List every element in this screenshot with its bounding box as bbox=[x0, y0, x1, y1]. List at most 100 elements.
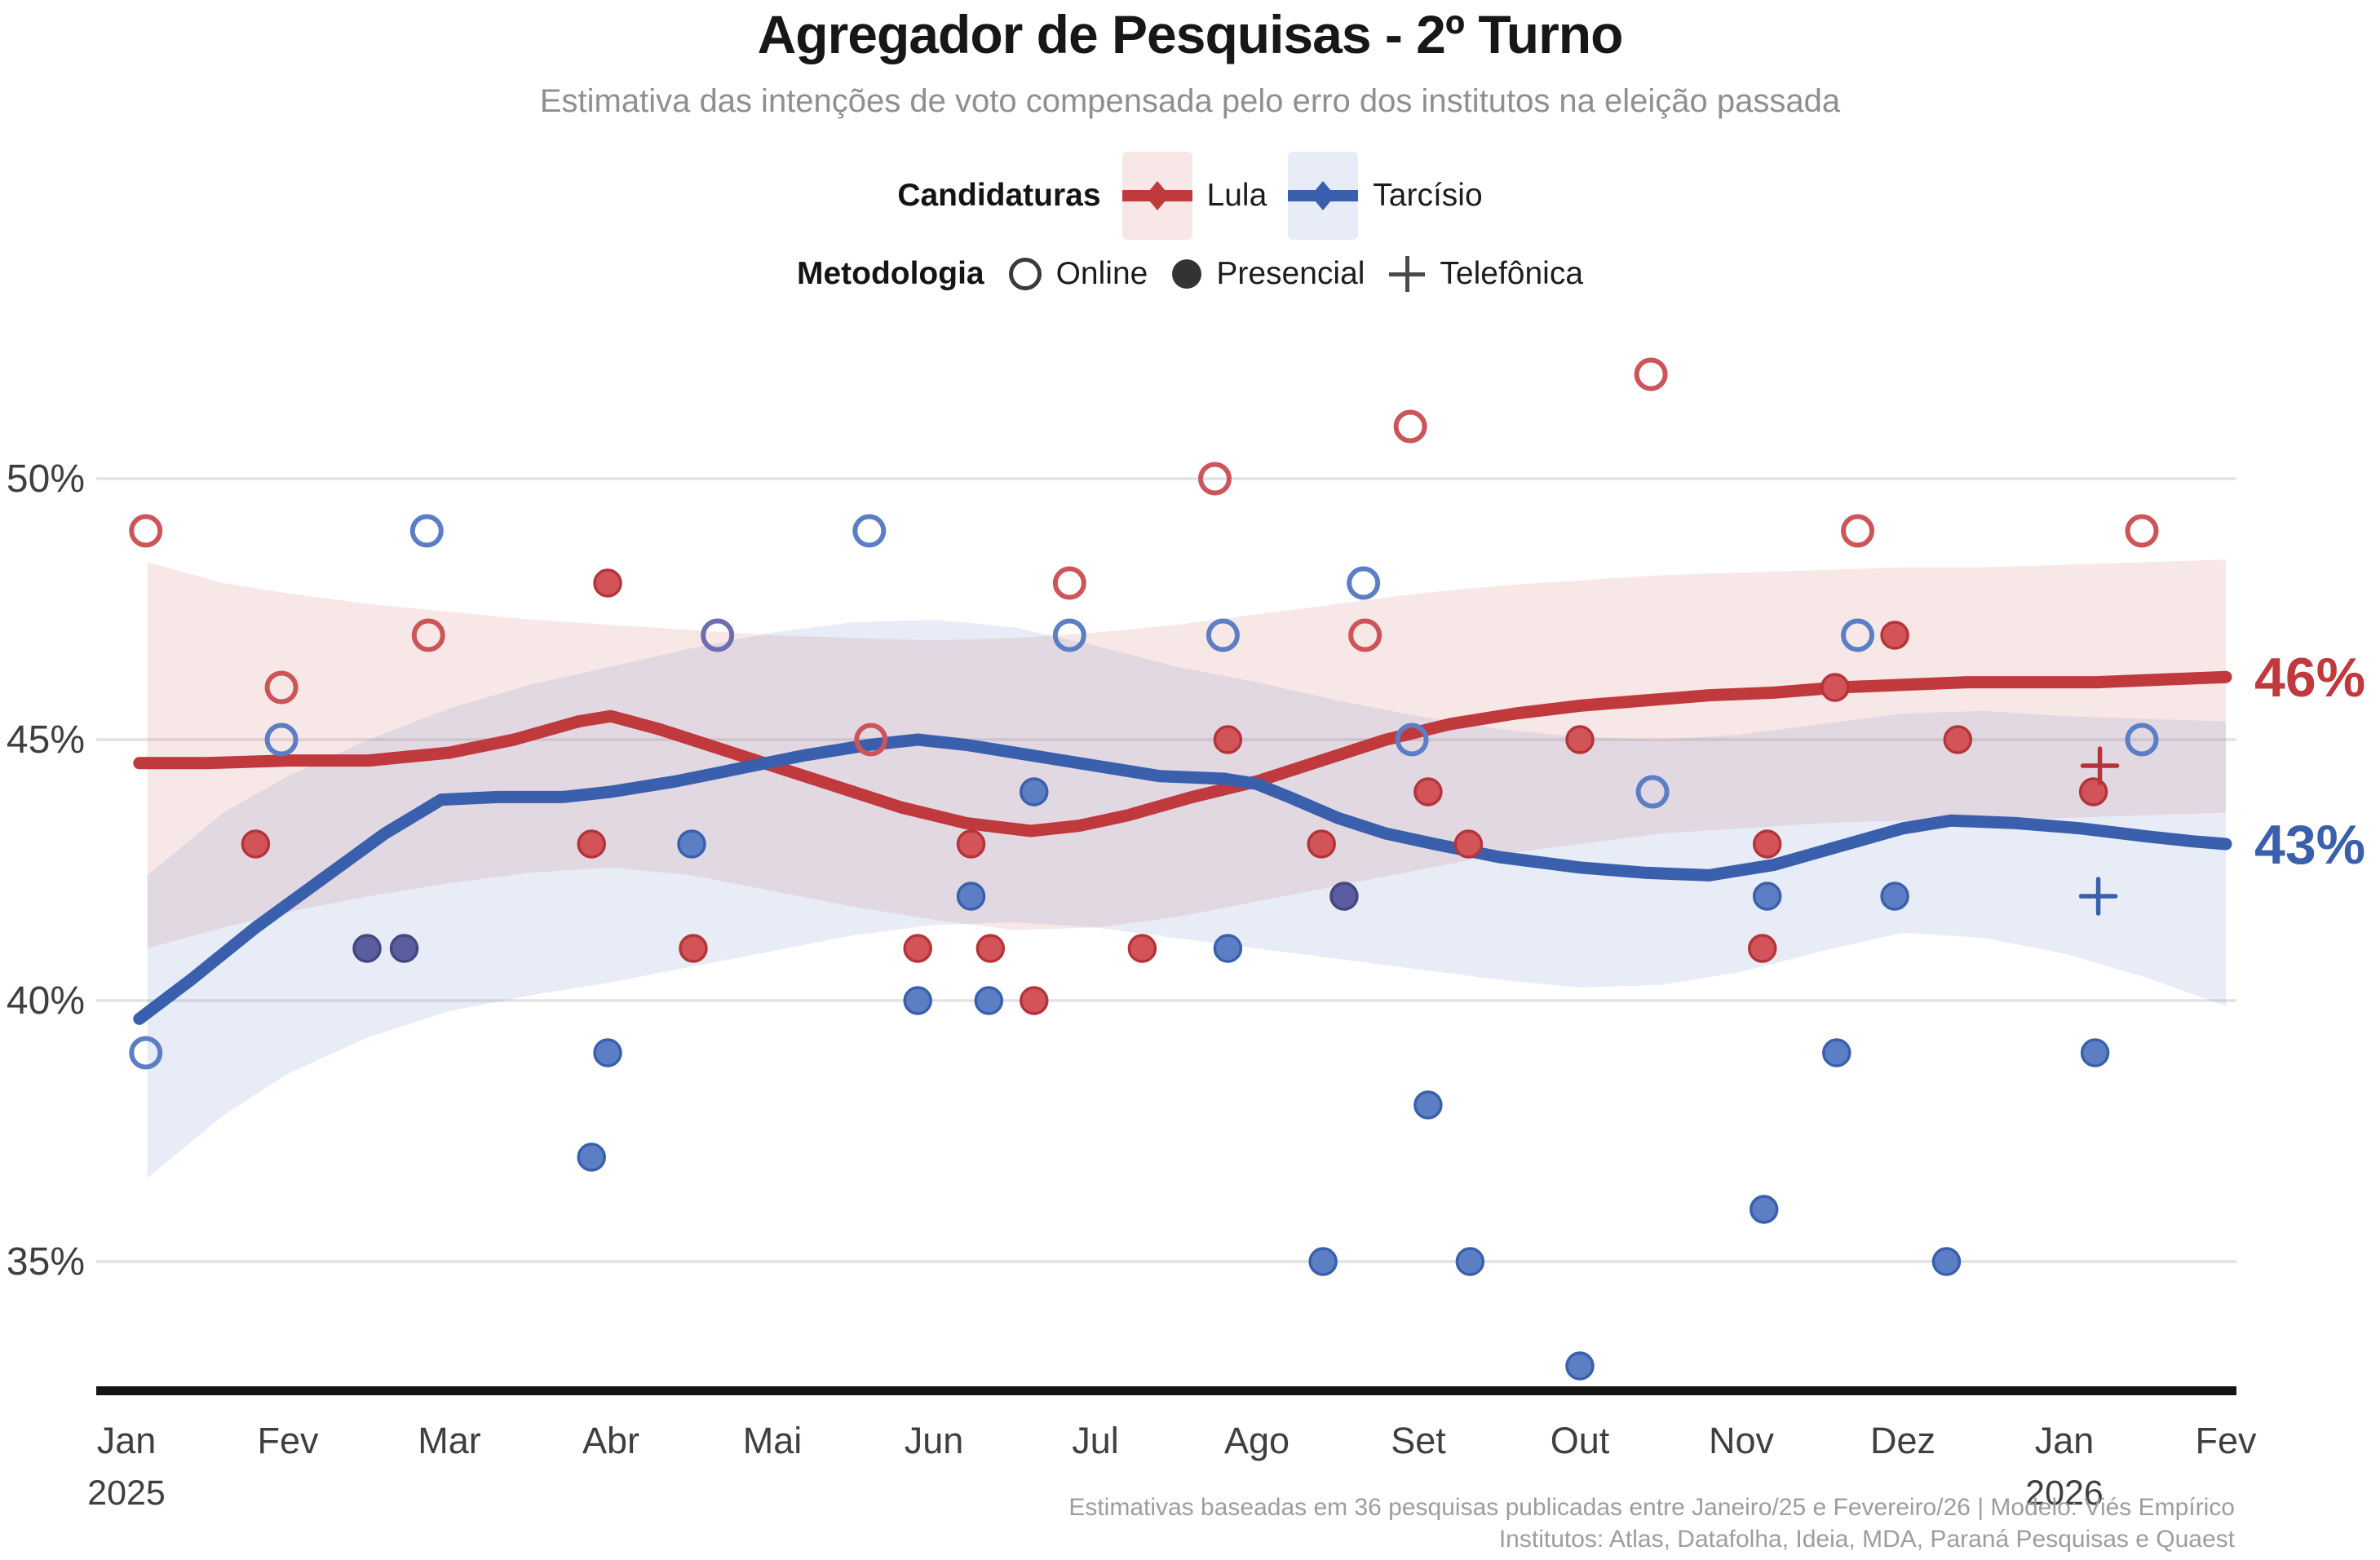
poll-marker-lula-online[interactable] bbox=[1052, 566, 1086, 600]
trend-line-tarcísio[interactable] bbox=[133, 733, 2232, 1025]
plus-icon bbox=[1389, 256, 1426, 292]
poll-marker-tarcísio-presencial[interactable] bbox=[2080, 1038, 2110, 1067]
poll-marker-lula-online[interactable] bbox=[1841, 514, 1875, 548]
poll-marker-lula-presencial[interactable] bbox=[1820, 673, 1850, 702]
poll-marker-tarcísio-presencial[interactable] bbox=[1752, 882, 1782, 911]
legend-item-presencial[interactable]: Presencial bbox=[1172, 256, 1365, 292]
page-title: Agregador de Pesquisas - 2º Turno bbox=[757, 4, 1624, 64]
poll-marker-tarcísio-presencial[interactable] bbox=[593, 1038, 622, 1067]
legend-presencial-label: Presencial bbox=[1216, 256, 1365, 291]
poll-marker-lula-online[interactable] bbox=[1348, 618, 1382, 652]
poll-marker-empate-online[interactable] bbox=[701, 618, 735, 652]
poll-marker-tarcísio-presencial[interactable] bbox=[1822, 1038, 1851, 1067]
poll-marker-tarcísio-presencial[interactable] bbox=[677, 829, 706, 859]
y-tick-label: 45% bbox=[7, 718, 85, 762]
poll-marker-lula-presencial[interactable] bbox=[1880, 621, 1909, 650]
page-subtitle: Estimativa das intenções de voto compens… bbox=[539, 83, 1841, 119]
poll-marker-tarcísio-presencial[interactable] bbox=[1413, 1090, 1443, 1120]
poll-marker-lula-presencial[interactable] bbox=[1213, 725, 1243, 754]
legend-item-telefonica[interactable]: Telefônica bbox=[1389, 256, 1583, 292]
poll-marker-tarcísio-presencial[interactable] bbox=[974, 986, 1004, 1015]
poll-marker-tarcísio-online[interactable] bbox=[1635, 775, 1670, 809]
lula-series-swatch-icon bbox=[1121, 152, 1192, 240]
y-tick-label: 50% bbox=[7, 457, 85, 501]
open-circle-icon bbox=[1008, 258, 1042, 290]
poll-marker-tarcísio-presencial[interactable] bbox=[1931, 1247, 1962, 1276]
poll-marker-lula-presencial[interactable] bbox=[956, 829, 986, 859]
legend-item-online[interactable]: Online bbox=[1008, 256, 1148, 292]
poll-marker-lula-presencial[interactable] bbox=[1565, 725, 1595, 754]
legend-telefonica-label: Telefônica bbox=[1440, 256, 1584, 291]
poll-marker-empate-presencial[interactable] bbox=[352, 934, 382, 963]
legend-item-tarcisio[interactable]: Tarcísio bbox=[1288, 152, 1483, 240]
poll-marker-tarcísio-online[interactable] bbox=[852, 514, 887, 548]
poll-marker-tarcísio-presencial[interactable] bbox=[577, 1142, 606, 1172]
legend-candidaturas: Candidaturas Lula Tarcísio bbox=[0, 148, 2380, 243]
poll-marker-tarcísio-presencial[interactable] bbox=[1749, 1195, 1779, 1224]
poll-marker-tarcísio-online[interactable] bbox=[1347, 566, 1381, 600]
x-tick-label: Jan bbox=[97, 1420, 157, 1461]
poll-marker-tarcísio-online[interactable] bbox=[264, 723, 299, 757]
legend-metodologia-label: Metodologia bbox=[796, 256, 984, 291]
poll-marker-lula-presencial[interactable] bbox=[1127, 934, 1157, 963]
poll-marker-lula-online[interactable] bbox=[854, 723, 888, 757]
x-tick-label: Mai bbox=[743, 1420, 803, 1461]
poll-marker-lula-online[interactable] bbox=[264, 670, 299, 705]
poll-marker-lula-presencial[interactable] bbox=[903, 934, 932, 963]
x-tick-label: Abr bbox=[582, 1420, 639, 1461]
legend-candidaturas-label: Candidaturas bbox=[897, 178, 1101, 213]
x-tick-label: Fev bbox=[257, 1420, 319, 1461]
end-label-lula: 46% bbox=[2254, 647, 2365, 709]
poll-marker-tarcísio-online[interactable] bbox=[409, 514, 444, 548]
poll-marker-tarcísio-presencial[interactable] bbox=[1455, 1247, 1485, 1276]
x-tick-label: Out bbox=[1551, 1420, 1610, 1461]
poll-marker-tarcísio-presencial[interactable] bbox=[1308, 1247, 1338, 1276]
poll-marker-lula-presencial[interactable] bbox=[1747, 934, 1777, 963]
poll-marker-tarcísio-online[interactable] bbox=[2125, 723, 2159, 757]
source-note-line1: Estimativas baseadas em 36 pesquisas pub… bbox=[1068, 1494, 2235, 1521]
confidence-band-lula bbox=[147, 559, 2227, 948]
poll-marker-lula-online[interactable] bbox=[2125, 514, 2159, 548]
poll-marker-tarcísio-online[interactable] bbox=[1052, 618, 1086, 652]
x-axis-line bbox=[96, 1386, 2236, 1395]
source-note-line2: Institutos: Atlas, Datafolha, Ideia, MDA… bbox=[1498, 1526, 2235, 1553]
poll-marker-lula-presencial[interactable] bbox=[593, 568, 622, 598]
poll-marker-empate-presencial[interactable] bbox=[389, 934, 419, 963]
x-tick-label: Nov bbox=[1709, 1420, 1775, 1461]
poll-marker-tarcísio-presencial[interactable] bbox=[1565, 1351, 1595, 1381]
poll-marker-empate-presencial[interactable] bbox=[1329, 882, 1359, 911]
poll-marker-lula-presencial[interactable] bbox=[1943, 725, 1973, 754]
poll-marker-lula-presencial[interactable] bbox=[577, 829, 606, 859]
legend-item-lula[interactable]: Lula bbox=[1121, 152, 1267, 240]
poll-marker-lula-online[interactable] bbox=[1634, 357, 1668, 391]
legend-tarcisio-label: Tarcísio bbox=[1373, 178, 1483, 213]
poll-marker-tarcísio-presencial[interactable] bbox=[1020, 777, 1049, 807]
poll-marker-lula-online[interactable] bbox=[411, 618, 445, 652]
x-tick-label: Jun bbox=[905, 1420, 964, 1461]
x-year-label: 2026 bbox=[2025, 1474, 2104, 1513]
poll-marker-tarcísio-online[interactable] bbox=[129, 1036, 163, 1070]
poll-marker-tarcísio-online[interactable] bbox=[1205, 618, 1240, 652]
poll-marker-lula-presencial[interactable] bbox=[1453, 829, 1484, 859]
poll-marker-tarcísio-presencial[interactable] bbox=[903, 986, 932, 1015]
x-tick-label: Fev bbox=[2195, 1420, 2257, 1461]
poll-marker-lula-online[interactable] bbox=[1198, 462, 1232, 496]
tarcisio-series-swatch-icon bbox=[1288, 152, 1359, 240]
poll-marker-lula-presencial[interactable] bbox=[2078, 777, 2108, 807]
poll-marker-lula-presencial[interactable] bbox=[975, 934, 1006, 963]
poll-marker-tarcísio-presencial[interactable] bbox=[1880, 882, 1909, 911]
poll-marker-lula-presencial[interactable] bbox=[1020, 986, 1049, 1015]
trend-line-lula[interactable] bbox=[133, 670, 2232, 837]
poll-marker-tarcísio-presencial[interactable] bbox=[1213, 934, 1243, 963]
poll-marker-tarcísio-online[interactable] bbox=[1395, 723, 1429, 757]
poll-marker-tarcísio-presencial[interactable] bbox=[956, 882, 986, 911]
poll-marker-lula-presencial[interactable] bbox=[1752, 829, 1782, 859]
poll-marker-lula-presencial[interactable] bbox=[679, 934, 708, 963]
poll-marker-lula-online[interactable] bbox=[129, 514, 163, 548]
poll-marker-lula-presencial[interactable] bbox=[241, 829, 271, 859]
poll-marker-tarcísio-online[interactable] bbox=[1841, 618, 1875, 652]
poll-marker-lula-presencial[interactable] bbox=[1413, 777, 1443, 807]
poll-marker-lula-presencial[interactable] bbox=[1307, 829, 1336, 859]
poll-marker-lula-online[interactable] bbox=[1393, 409, 1427, 444]
